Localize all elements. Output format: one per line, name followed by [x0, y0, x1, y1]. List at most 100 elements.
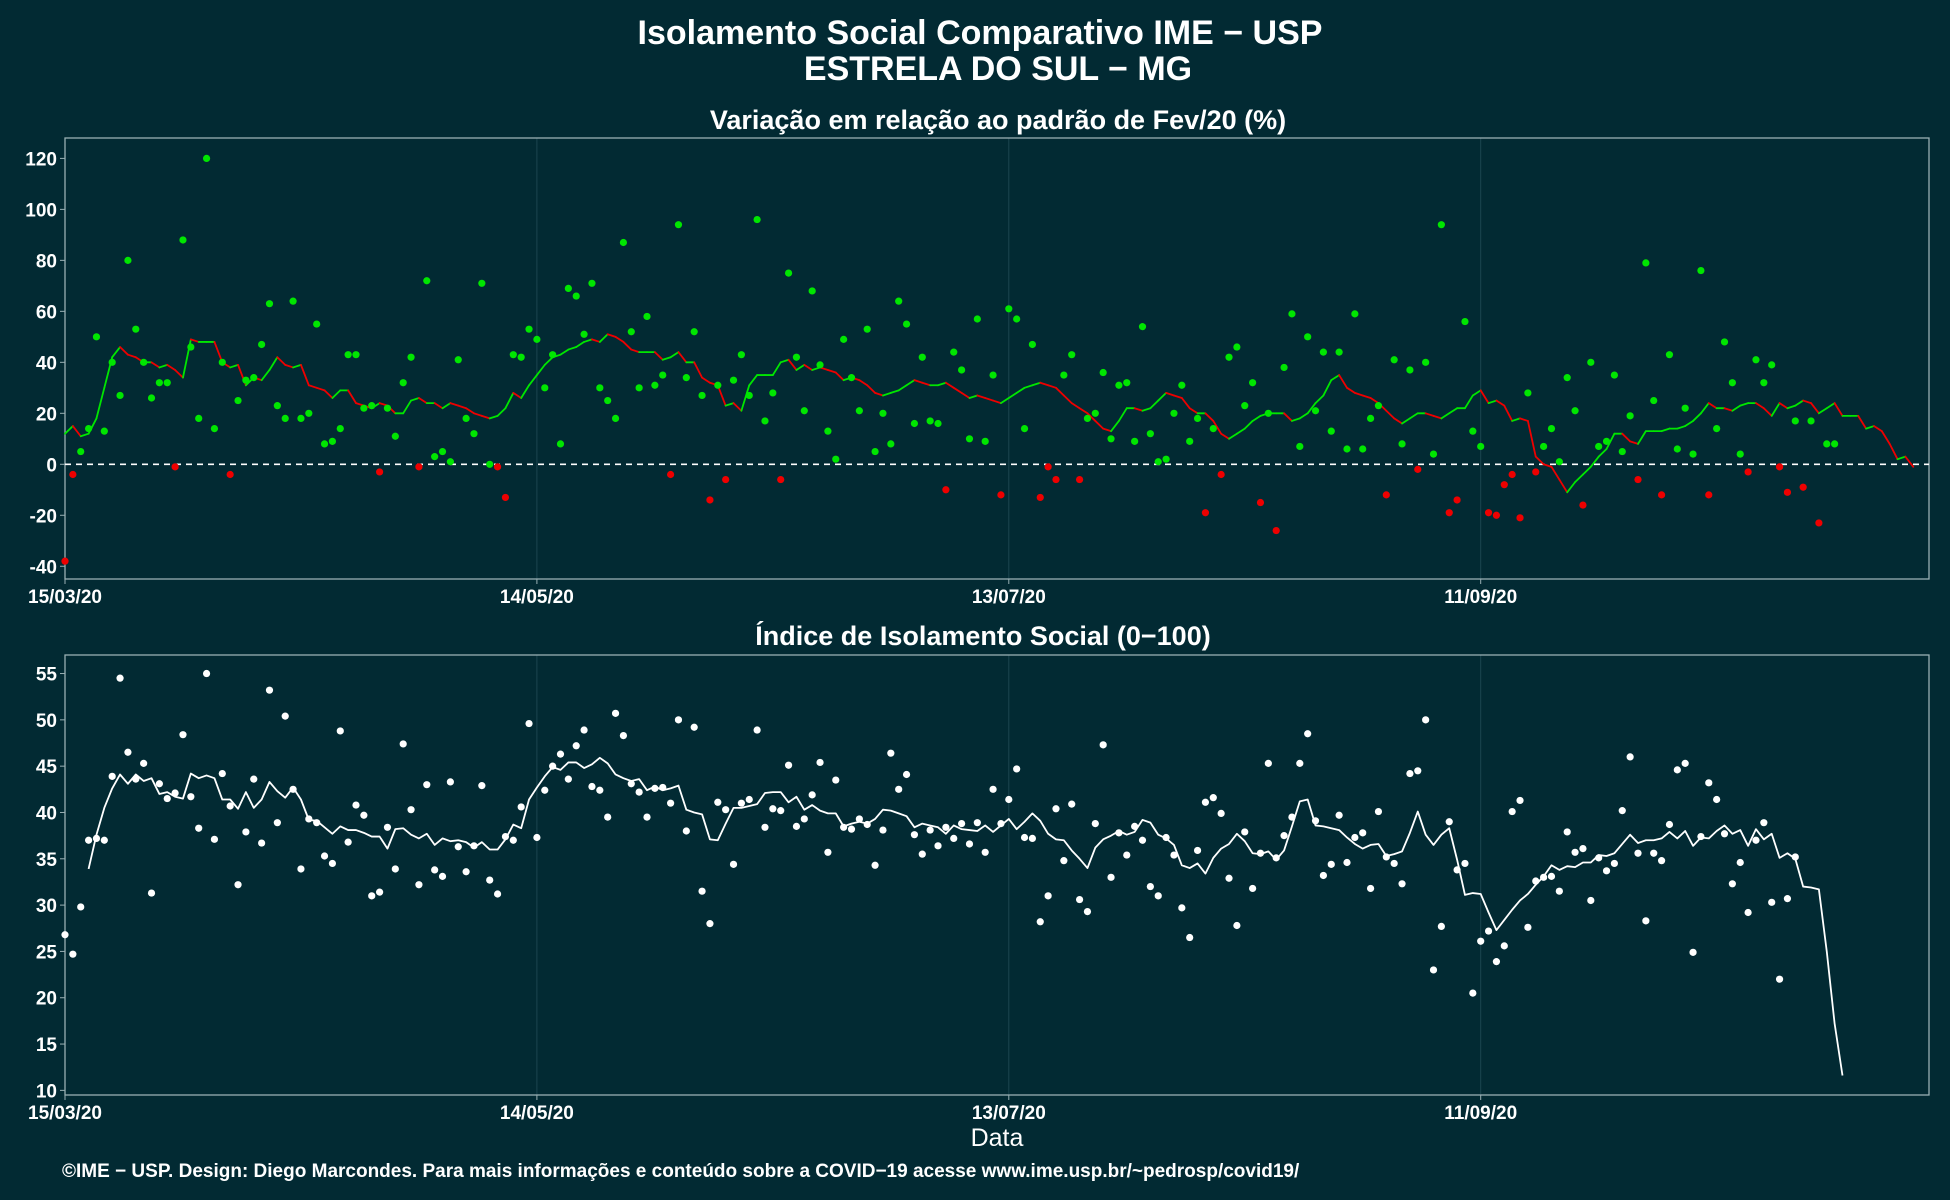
y-tick-label-8: 100: [25, 200, 57, 221]
trend-segment: [1401, 417, 1411, 425]
data-point: [714, 381, 722, 389]
data-point: [1091, 819, 1099, 828]
data-point: [320, 852, 329, 860]
trend-segment: [504, 392, 515, 410]
data-point: [501, 493, 510, 502]
data-point: [1610, 859, 1619, 868]
data-point: [1366, 884, 1375, 893]
data-point: [1382, 853, 1390, 861]
trend-segment: [622, 341, 633, 351]
data-point: [210, 425, 219, 433]
trend-segment: [119, 346, 129, 356]
data-point: [1366, 414, 1375, 423]
data-point: [1540, 442, 1548, 451]
data-point: [627, 328, 635, 336]
data-point: [533, 335, 541, 343]
data-point: [258, 340, 266, 349]
data-point: [1760, 819, 1768, 827]
x-tick-label-3: 13/07/20: [972, 587, 1046, 608]
data-point: [509, 836, 517, 844]
data-point: [1241, 828, 1249, 836]
trend-segment: [1173, 394, 1183, 399]
data-point: [722, 475, 730, 484]
data-point: [108, 358, 116, 366]
data-point: [737, 351, 745, 359]
data-point: [431, 453, 439, 461]
trend-segment: [1283, 412, 1293, 422]
data-point: [155, 780, 163, 788]
trend-segment: [740, 384, 751, 412]
data-point: [1044, 892, 1052, 900]
data-point: [297, 865, 305, 873]
data-point: [1131, 437, 1139, 445]
data-point: [934, 842, 942, 850]
y-tick-label-5: 30: [36, 896, 57, 917]
trend-segment: [496, 407, 507, 417]
y-tick-label-2: -20: [30, 506, 57, 527]
data-point: [855, 815, 863, 823]
trend-segment: [1353, 392, 1364, 397]
trend-segment: [1825, 402, 1836, 410]
data-point: [1075, 475, 1084, 484]
trend-segment: [905, 379, 916, 387]
data-point: [1429, 450, 1438, 458]
data-point: [415, 881, 423, 889]
data-point: [1146, 430, 1154, 438]
data-point: [1445, 509, 1453, 517]
data-point: [1138, 836, 1147, 844]
data-point: [77, 447, 85, 456]
data-point: [1335, 811, 1343, 819]
trend-segment: [1778, 402, 1789, 410]
data-point: [604, 813, 612, 821]
data-point: [1532, 468, 1540, 476]
data-point: [446, 778, 454, 786]
trend-segment: [158, 363, 169, 369]
trend-segment: [1605, 432, 1616, 450]
data-point: [77, 903, 85, 911]
data-point: [1752, 356, 1760, 364]
data-point: [1807, 417, 1815, 425]
data-point: [1028, 340, 1036, 349]
trend-segment: [300, 363, 310, 387]
data-point: [1178, 904, 1186, 912]
data-point: [651, 381, 659, 389]
trend-segment: [874, 392, 884, 397]
data-point: [792, 822, 801, 830]
trend-segment: [1707, 402, 1718, 410]
y-tick-label-7: 40: [36, 803, 57, 824]
trend-segment: [606, 333, 617, 338]
data-point: [1689, 948, 1697, 956]
trend-segment: [1031, 381, 1042, 387]
data-point: [1610, 371, 1619, 379]
trend-segment: [921, 381, 932, 387]
data-point: [627, 780, 635, 788]
data-point: [1209, 425, 1217, 433]
data-point: [1131, 822, 1139, 830]
panel1-title: Variação em relação ao padrão de Fev/20 …: [710, 105, 1286, 135]
data-point: [549, 762, 557, 770]
data-point: [572, 742, 580, 750]
data-point: [305, 815, 313, 823]
trend-segment: [1440, 412, 1451, 420]
data-point: [580, 330, 588, 338]
trend-segment: [1833, 402, 1844, 417]
data-point: [391, 432, 399, 440]
data-point: [1288, 310, 1296, 318]
trend-segment: [984, 397, 994, 402]
data-point: [942, 823, 950, 831]
trend-segment: [189, 338, 200, 343]
trend-segment: [1574, 473, 1584, 484]
data-point: [258, 839, 266, 847]
data-point: [446, 458, 454, 466]
data-point: [344, 351, 352, 359]
data-point: [1382, 491, 1390, 499]
data-point: [383, 823, 392, 831]
trend-segment: [1424, 412, 1435, 417]
data-point: [297, 414, 305, 423]
data-point: [1650, 849, 1658, 857]
trend-segment: [779, 358, 790, 364]
data-point: [210, 835, 219, 843]
trend-segment: [1817, 407, 1828, 415]
data-point: [596, 786, 604, 794]
data-point: [1146, 882, 1154, 891]
